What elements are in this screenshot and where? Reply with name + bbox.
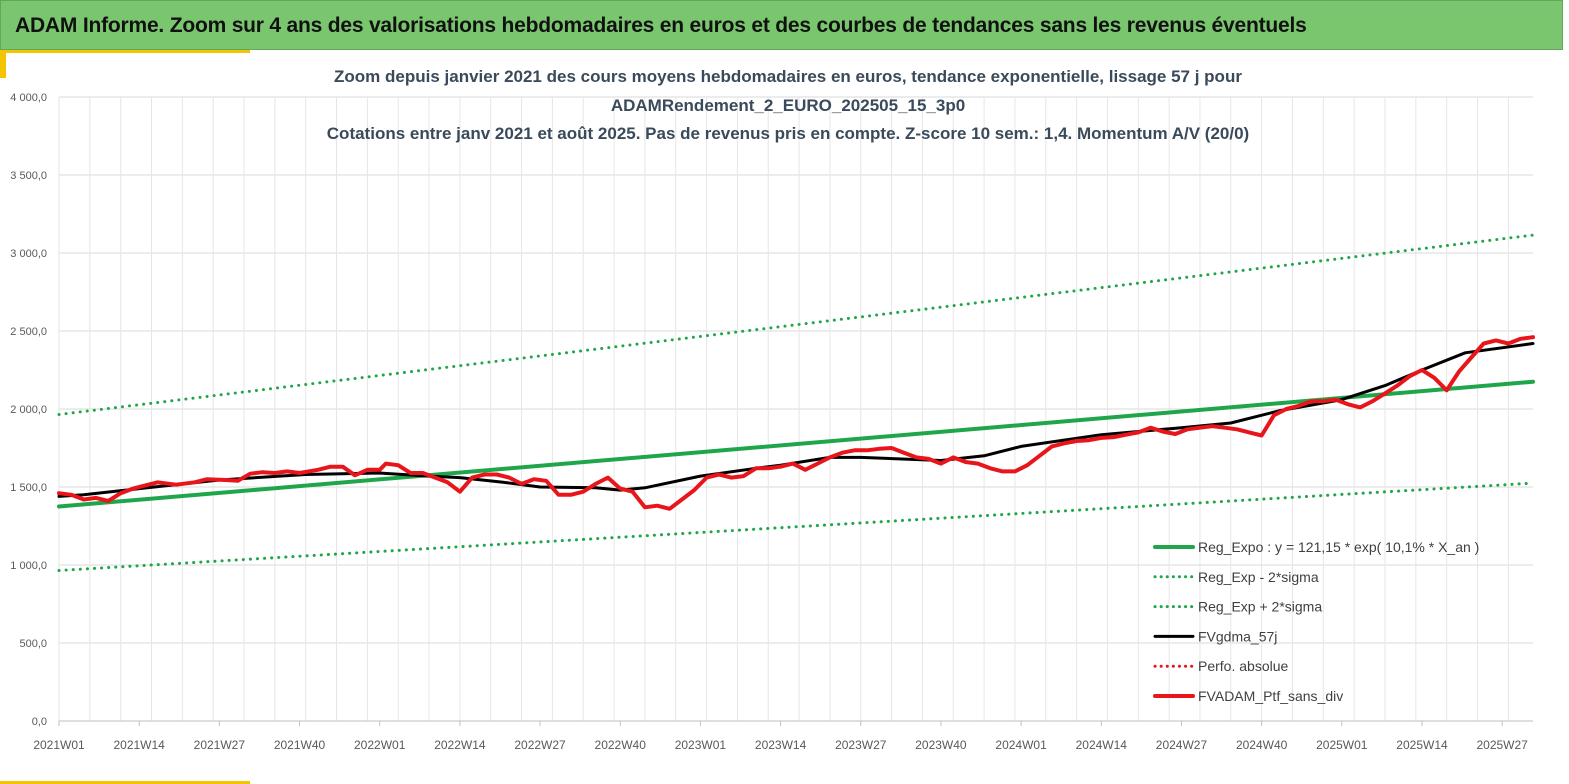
x-tick-label: 2023W01 [675,738,727,752]
accent-bar-left [0,52,6,78]
chart-legend: Reg_Expo : y = 121,15 * exp( 10,1% * X_a… [1153,539,1479,704]
x-tick-label: 2023W14 [755,738,807,752]
x-tick-label: 2021W01 [33,738,85,752]
y-tick-label: 3 500,0 [10,170,47,182]
y-tick-label: 3 000,0 [10,248,47,260]
x-tick-label: 2021W40 [274,738,326,752]
series-line-1 [57,481,1535,572]
x-tick-label: 2022W14 [434,738,486,752]
series-line-0 [57,379,1535,509]
legend-label: Reg_Expo : y = 121,15 * exp( 10,1% * X_a… [1198,539,1479,555]
x-axis-ticks: 2021W01 2021W14 2021W27 2021W40 2022W01 2022W… [33,721,1528,752]
y-tick-label: 1 500,0 [10,482,47,494]
x-tick-label: 2025W01 [1316,738,1368,752]
x-tick-label: 2025W27 [1476,738,1528,752]
x-tick-label: 2024W01 [995,738,1047,752]
x-tick-label: 2022W40 [595,738,647,752]
trend-chart: 0,0 500,0 1 000,0 1 500,0 2 000,0 2 500,0 3 00… [10,67,1535,752]
x-tick-label: 2024W40 [1236,738,1288,752]
x-tick-label: 2025W14 [1396,738,1448,752]
chart-title-line: Cotations entre janv 2021 et août 2025. … [327,124,1249,143]
y-tick-label: 4 000,0 [10,92,47,104]
x-tick-label: 2023W27 [835,738,887,752]
chart-series [57,233,1535,572]
header-banner: ADAM Informe. Zoom sur 4 ans des valoris… [0,0,1563,50]
x-tick-label: 2021W14 [113,738,165,752]
x-tick-label: 2022W01 [354,738,406,752]
accent-bar-bottom [0,781,250,784]
series-line-5 [57,335,1535,511]
legend-label: FVADAM_Ptf_sans_div [1198,688,1343,704]
legend-label: Reg_Exp + 2*sigma [1198,599,1322,615]
y-tick-label: 2 500,0 [10,326,47,338]
x-tick-label: 2024W27 [1156,738,1208,752]
x-tick-label: 2024W14 [1076,738,1128,752]
chart-title-line: Zoom depuis janvier 2021 des cours moyen… [334,67,1242,86]
series-line-2 [57,233,1535,416]
chart-grid [58,96,1533,722]
y-tick-label: 0,0 [32,716,47,728]
y-tick-label: 500,0 [19,638,47,650]
chart-title-line: ADAMRendement_2_EURO_202505_15_3p0 [611,96,965,115]
x-tick-label: 2022W27 [514,738,566,752]
y-tick-label: 1 000,0 [10,560,47,572]
chart-title: Zoom depuis janvier 2021 des cours moyen… [327,67,1249,143]
legend-label: Reg_Exp - 2*sigma [1198,569,1319,585]
x-tick-label: 2021W27 [194,738,246,752]
x-tick-label: 2023W40 [915,738,967,752]
y-tick-label: 2 000,0 [10,404,47,416]
legend-label: Perfo. absolue [1198,658,1288,674]
page-title: ADAM Informe. Zoom sur 4 ans des valoris… [15,14,1307,37]
accent-bar-top [0,50,250,53]
y-axis-ticks: 0,0 500,0 1 000,0 1 500,0 2 000,0 2 500,0 3 00… [10,92,47,728]
legend-label: FVgdma_57j [1198,628,1277,644]
